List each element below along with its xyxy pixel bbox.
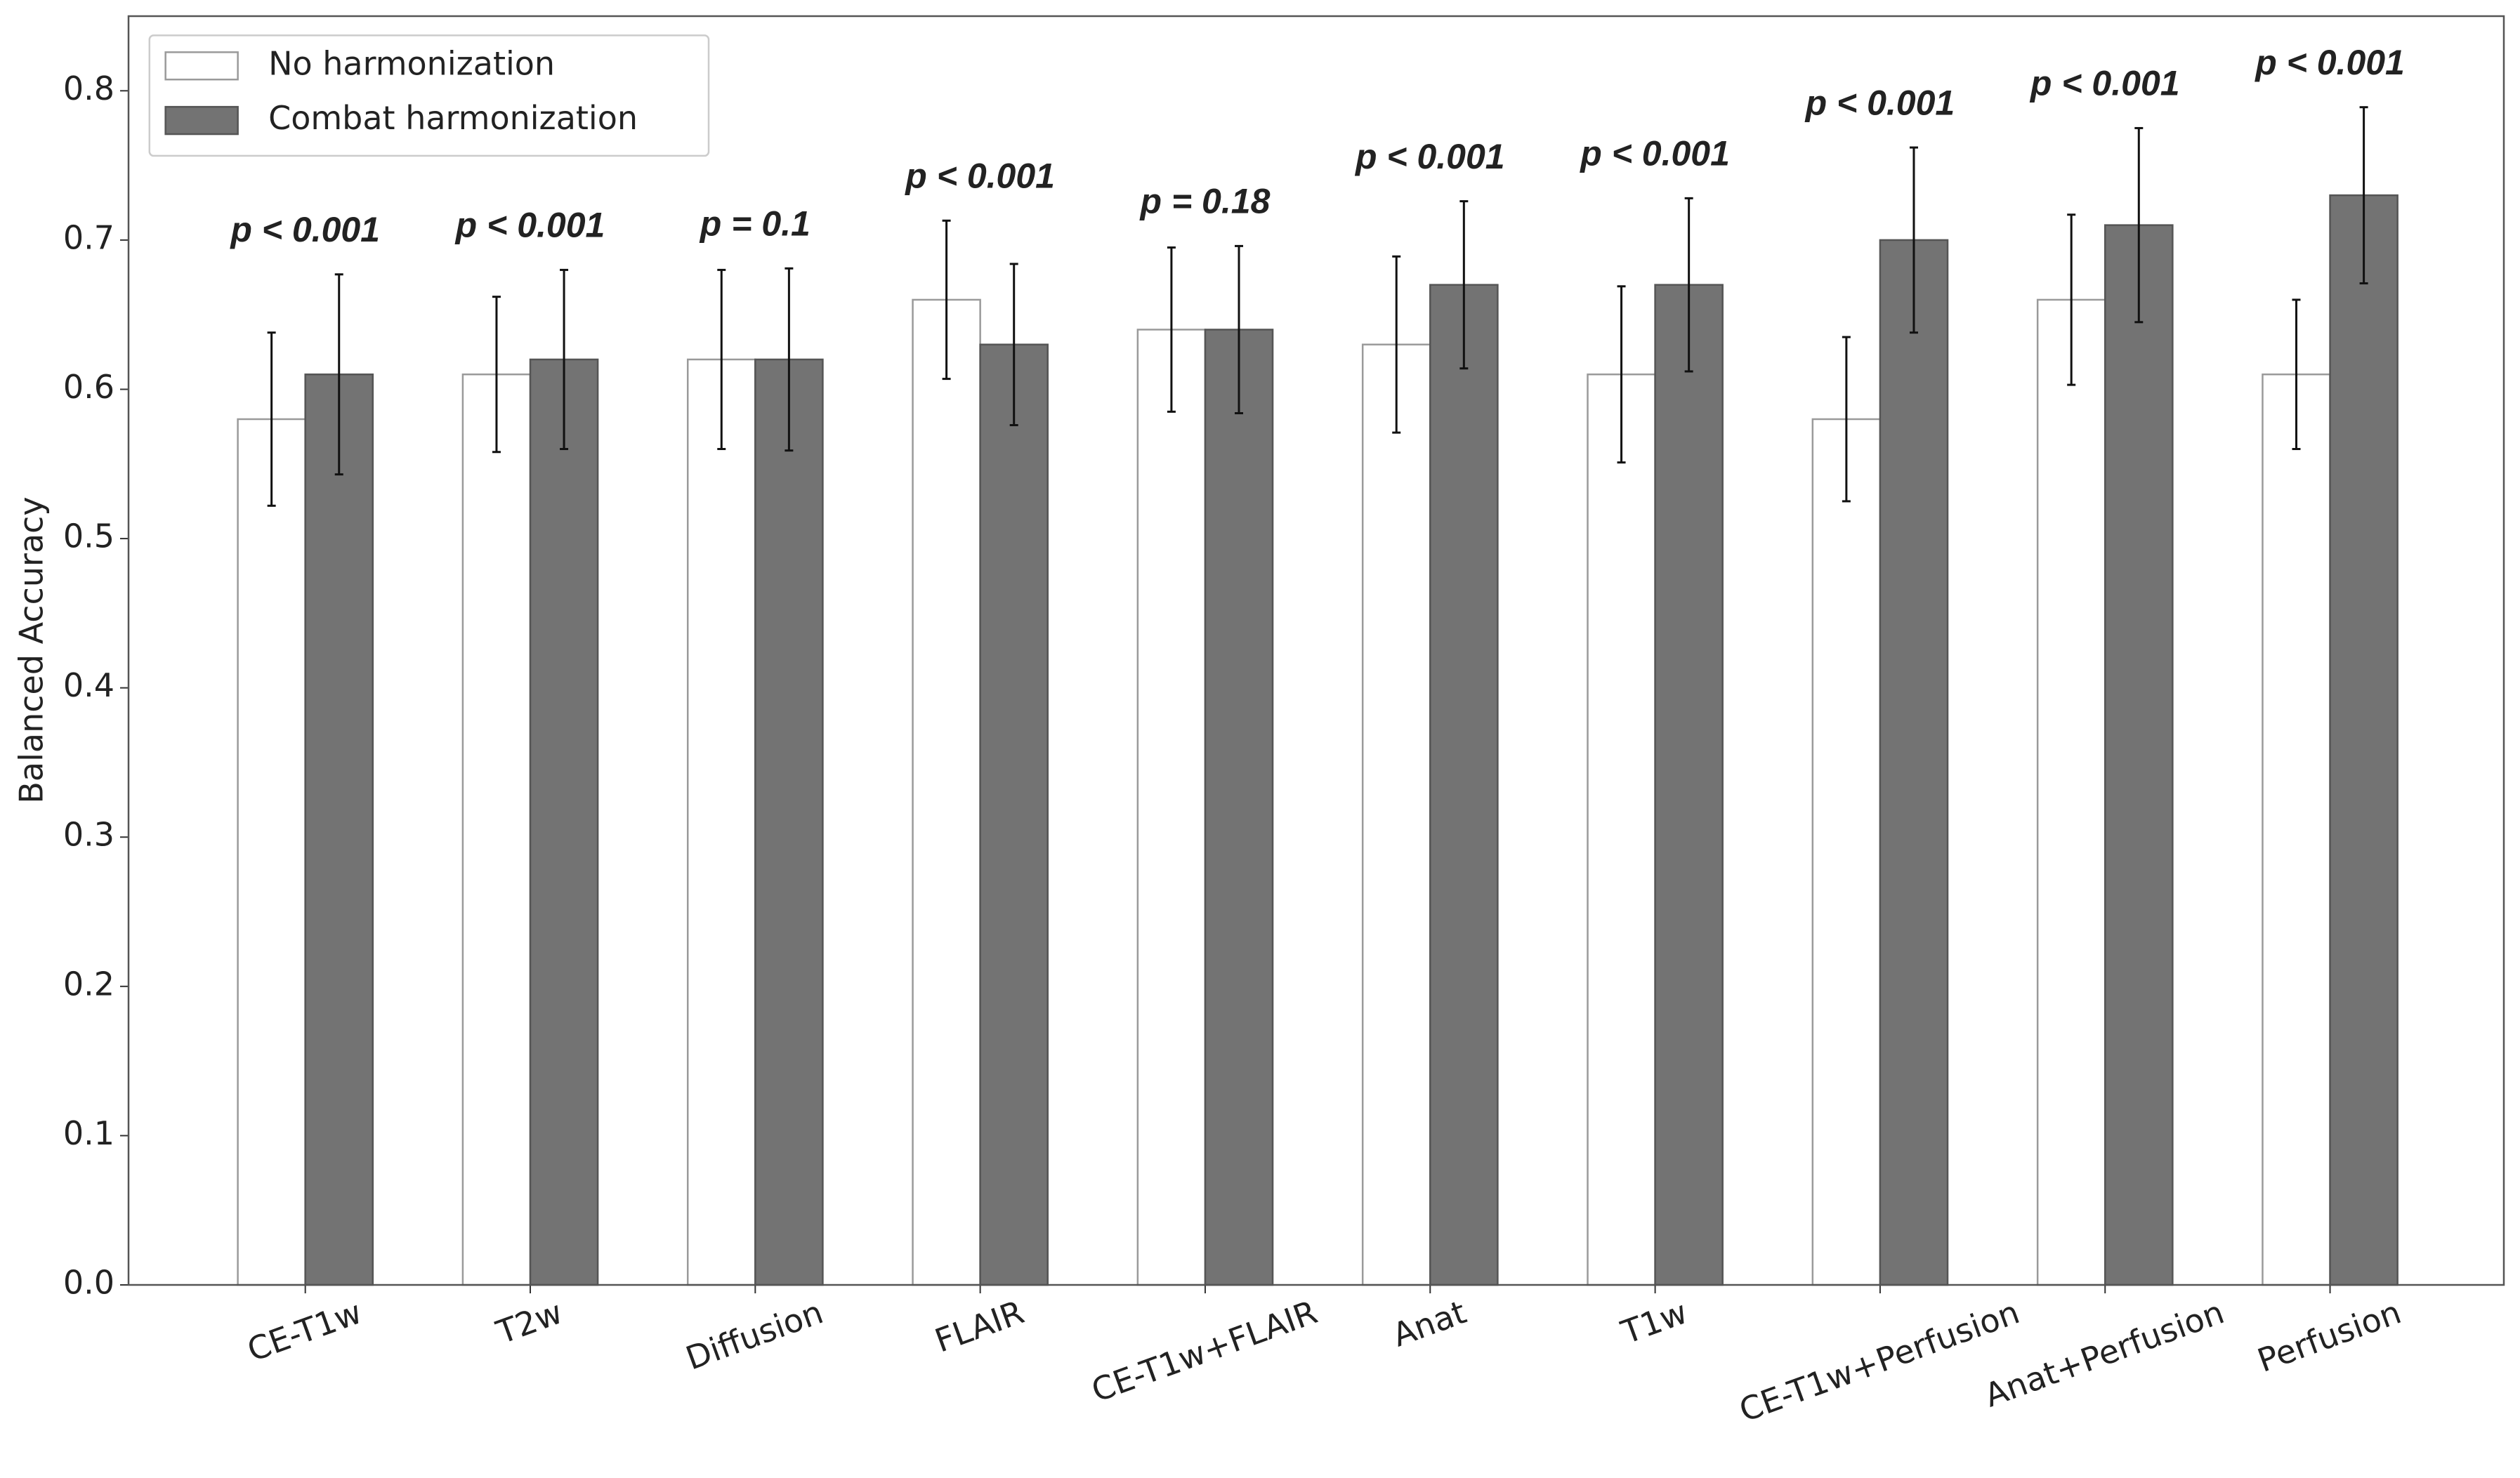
bar — [912, 298, 981, 1286]
bar — [1429, 284, 1499, 1286]
bar — [529, 358, 599, 1286]
p-value-annotation: p = 0.1 — [699, 204, 811, 243]
bar — [304, 373, 374, 1286]
y-tick-label: 0.5 — [63, 517, 114, 555]
p-value-annotation: p < 0.001 — [1804, 83, 1955, 122]
p-value-annotation: p < 0.001 — [454, 206, 605, 245]
p-value-annotation: p < 0.001 — [1354, 137, 1505, 176]
bar — [1654, 284, 1724, 1286]
x-tick-label: CE-T1w+FLAIR — [1087, 1293, 1322, 1409]
y-tick-label: 0.4 — [63, 666, 114, 704]
x-tick-label: CE-T1w+Perfusion — [1734, 1293, 2024, 1429]
bar — [979, 343, 1049, 1286]
bar — [2262, 373, 2331, 1286]
bar — [1879, 239, 1949, 1286]
p-value-annotation: p = 0.18 — [1139, 182, 1271, 221]
x-tick-label: CE-T1w — [242, 1293, 367, 1368]
legend-label: No harmonization — [268, 44, 555, 82]
bar — [1136, 329, 1207, 1286]
p-value-annotation: p < 0.001 — [2029, 64, 2180, 103]
legend-label: Combat harmonization — [268, 99, 638, 137]
bar — [1361, 343, 1431, 1286]
bar — [461, 373, 532, 1286]
legend-swatch — [164, 51, 239, 81]
p-value-annotation: p < 0.001 — [1579, 134, 1730, 173]
bar — [1204, 329, 1274, 1286]
bar — [686, 358, 756, 1286]
y-axis-label: Balanced Accuracy — [13, 496, 51, 803]
bar — [2104, 224, 2174, 1286]
bar — [1587, 373, 1656, 1286]
legend-box — [148, 34, 710, 157]
y-tick-label: 0.8 — [63, 70, 114, 107]
plot-frame — [127, 15, 2505, 1286]
bar — [237, 418, 306, 1286]
x-tick-label: Diffusion — [681, 1293, 827, 1377]
x-tick-label: FLAIR — [930, 1293, 1029, 1359]
y-tick-label: 0.7 — [63, 218, 114, 256]
bar — [2036, 298, 2106, 1286]
y-tick-label: 0.1 — [63, 1114, 114, 1152]
x-tick-label: T1w — [1616, 1293, 1693, 1352]
y-tick-label: 0.6 — [63, 368, 114, 406]
p-value-annotation: p < 0.001 — [2254, 43, 2405, 82]
bar — [2329, 194, 2398, 1286]
y-tick-label: 0.2 — [63, 965, 114, 1003]
bar — [754, 358, 824, 1286]
y-tick-label: 0.3 — [63, 816, 114, 854]
p-value-annotation: p < 0.001 — [229, 210, 380, 249]
x-tick-label: Anat — [1388, 1293, 1471, 1354]
bar — [1811, 418, 1882, 1286]
x-tick-label: T2w — [491, 1293, 567, 1352]
legend-swatch — [164, 105, 239, 136]
x-tick-label: Perfusion — [2252, 1293, 2406, 1379]
y-tick-label: 0.0 — [63, 1264, 114, 1302]
p-value-annotation: p < 0.001 — [904, 156, 1055, 195]
